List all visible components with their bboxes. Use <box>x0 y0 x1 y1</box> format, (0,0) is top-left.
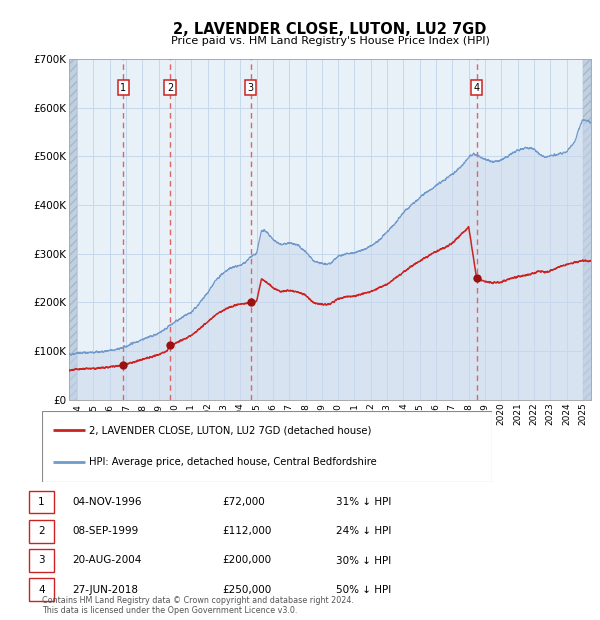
Text: HPI: Average price, detached house, Central Bedfordshire: HPI: Average price, detached house, Cent… <box>89 458 377 467</box>
Text: 1: 1 <box>38 497 45 507</box>
Text: 24% ↓ HPI: 24% ↓ HPI <box>336 526 391 536</box>
Text: 3: 3 <box>38 556 45 565</box>
Text: £250,000: £250,000 <box>222 585 271 595</box>
Text: £72,000: £72,000 <box>222 497 265 507</box>
Text: 4: 4 <box>473 83 480 93</box>
Text: 1: 1 <box>121 83 127 93</box>
Text: 04-NOV-1996: 04-NOV-1996 <box>72 497 142 507</box>
Text: 31% ↓ HPI: 31% ↓ HPI <box>336 497 391 507</box>
Text: 2, LAVENDER CLOSE, LUTON, LU2 7GD: 2, LAVENDER CLOSE, LUTON, LU2 7GD <box>173 22 487 37</box>
Text: 27-JUN-2018: 27-JUN-2018 <box>72 585 138 595</box>
Text: 2: 2 <box>167 83 173 93</box>
Text: £112,000: £112,000 <box>222 526 271 536</box>
Text: Contains HM Land Registry data © Crown copyright and database right 2024.
This d: Contains HM Land Registry data © Crown c… <box>42 596 354 615</box>
Text: 20-AUG-2004: 20-AUG-2004 <box>72 556 142 565</box>
Text: 4: 4 <box>38 585 45 595</box>
Text: 08-SEP-1999: 08-SEP-1999 <box>72 526 138 536</box>
Text: 2: 2 <box>38 526 45 536</box>
Text: 50% ↓ HPI: 50% ↓ HPI <box>336 585 391 595</box>
FancyBboxPatch shape <box>42 411 492 482</box>
Bar <box>69 59 77 400</box>
Text: 2, LAVENDER CLOSE, LUTON, LU2 7GD (detached house): 2, LAVENDER CLOSE, LUTON, LU2 7GD (detac… <box>89 425 371 435</box>
Text: £200,000: £200,000 <box>222 556 271 565</box>
Text: 30% ↓ HPI: 30% ↓ HPI <box>336 556 391 565</box>
Text: 3: 3 <box>248 83 254 93</box>
Bar <box>583 59 591 400</box>
Text: Price paid vs. HM Land Registry's House Price Index (HPI): Price paid vs. HM Land Registry's House … <box>170 36 490 46</box>
